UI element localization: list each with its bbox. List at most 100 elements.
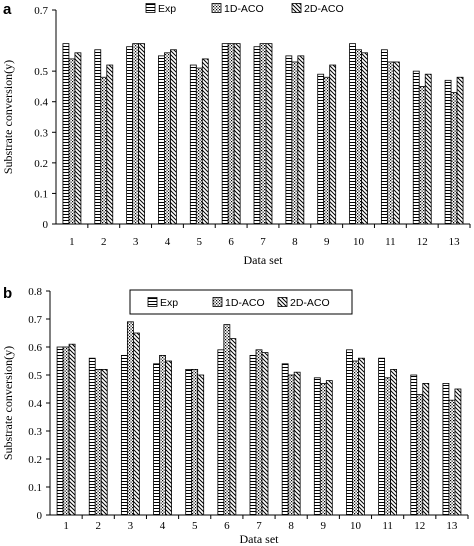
bar-dots-8 bbox=[291, 61, 299, 225]
bar-dots-11 bbox=[384, 377, 392, 516]
legend-label: 2D-ACO bbox=[304, 3, 344, 15]
bar-hlines-7 bbox=[249, 354, 257, 516]
bar-diag-4 bbox=[165, 360, 172, 516]
legend-swatch-diag bbox=[277, 297, 288, 307]
y-tick-label: 0.5 bbox=[34, 66, 48, 78]
x-tick-label: 3 bbox=[128, 520, 134, 532]
y-tick-label: 0.4 bbox=[34, 97, 48, 109]
x-tick-label: 2 bbox=[95, 520, 101, 532]
bar-hlines-12 bbox=[410, 374, 418, 516]
bar-hlines-10 bbox=[346, 349, 353, 516]
bar-hlines-9 bbox=[313, 377, 321, 516]
bar-dots-3 bbox=[132, 43, 140, 225]
x-tick-label: 1 bbox=[69, 236, 75, 248]
bar-dots-13 bbox=[448, 399, 456, 516]
bar-hlines-3 bbox=[126, 46, 134, 225]
y-tick-label: 0.4 bbox=[28, 398, 42, 410]
bar-hlines-8 bbox=[281, 363, 289, 516]
y-axis-title: Substrate conversion(y) bbox=[1, 60, 15, 174]
x-axis-title: Data set bbox=[240, 532, 280, 546]
bar-diag-1 bbox=[74, 52, 82, 225]
bar-dots-5 bbox=[191, 368, 199, 516]
bar-dots-7 bbox=[259, 43, 267, 225]
bar-diag-8 bbox=[297, 55, 305, 225]
panel-label-b: b bbox=[3, 285, 13, 302]
legend-swatch-hlines bbox=[145, 3, 156, 13]
bar-hlines-5 bbox=[185, 368, 193, 516]
bar-diag-5 bbox=[201, 58, 209, 225]
bar-diag-8 bbox=[293, 371, 301, 516]
bar-hlines-11 bbox=[378, 357, 386, 516]
x-tick-label: 4 bbox=[165, 236, 171, 248]
x-tick-label: 2 bbox=[101, 236, 107, 248]
bar-diag-13 bbox=[454, 388, 462, 516]
bar-dots-13 bbox=[450, 92, 458, 225]
y-tick-label: 0.2 bbox=[28, 454, 42, 466]
bar-hlines-2 bbox=[88, 357, 96, 516]
y-tick-label: 0.1 bbox=[28, 482, 42, 494]
bar-diag-6 bbox=[229, 338, 237, 516]
x-tick-label: 8 bbox=[288, 520, 294, 532]
y-tick-label: 0.7 bbox=[28, 314, 42, 326]
y-tick-label: 0.6 bbox=[28, 342, 42, 354]
y-tick-label: 0.3 bbox=[34, 127, 48, 139]
y-tick-label: 0.1 bbox=[34, 188, 48, 200]
bar-diag-10 bbox=[358, 357, 365, 516]
x-tick-label: 1 bbox=[63, 520, 69, 532]
x-tick-label: 7 bbox=[256, 520, 262, 532]
y-tick-label: 0.3 bbox=[28, 426, 42, 438]
bar-dots-4 bbox=[164, 52, 171, 225]
bar-dots-3 bbox=[126, 321, 134, 516]
x-tick-label: 13 bbox=[449, 236, 461, 248]
x-tick-label: 7 bbox=[260, 236, 266, 248]
chart-panel-a: 00.10.20.30.40.50.71 2 3 4 5 6 7 8 9 10 11 12 13Data… bbox=[1, 3, 471, 267]
bar-dots-5 bbox=[195, 67, 203, 225]
x-tick-label: 12 bbox=[414, 520, 425, 532]
bar-hlines-4 bbox=[153, 363, 160, 516]
legend-label: 1D-ACO bbox=[224, 3, 264, 15]
bar-dots-1 bbox=[68, 58, 76, 225]
bar-dots-10 bbox=[352, 360, 359, 516]
x-tick-label: 9 bbox=[321, 520, 327, 532]
legend-swatch-hlines bbox=[147, 297, 158, 307]
bar-diag-4 bbox=[170, 49, 177, 225]
x-tick-label: 6 bbox=[228, 236, 234, 248]
x-tick-label: 10 bbox=[353, 236, 365, 248]
bar-diag-11 bbox=[390, 368, 398, 516]
bar-hlines-5 bbox=[189, 64, 197, 225]
legend-box bbox=[129, 289, 353, 315]
y-tick-label: 0.8 bbox=[28, 286, 42, 298]
y-tick-label: 0 bbox=[37, 510, 43, 522]
bar-hlines-9 bbox=[317, 73, 325, 225]
chart-panel-b: 00.10.20.30.40.50.60.70.81 2 3 4 5 6 7 8 9 10 11 12… bbox=[1, 286, 469, 546]
bar-dots-4 bbox=[159, 354, 166, 516]
x-tick-label: 5 bbox=[197, 236, 203, 248]
x-tick-label: 4 bbox=[160, 520, 166, 532]
y-tick-label: 0.2 bbox=[34, 158, 48, 170]
y-tick-label: 0 bbox=[43, 219, 49, 231]
bar-hlines-13 bbox=[444, 79, 452, 225]
x-tick-label: 10 bbox=[350, 520, 362, 532]
bar-dots-7 bbox=[255, 349, 263, 516]
bar-diag-1 bbox=[68, 343, 76, 516]
x-tick-label: 8 bbox=[292, 236, 298, 248]
bar-hlines-8 bbox=[285, 55, 293, 225]
bar-hlines-12 bbox=[412, 70, 420, 225]
bar-diag-13 bbox=[456, 76, 464, 225]
bar-hlines-10 bbox=[349, 43, 356, 225]
panel-label-a: a bbox=[3, 1, 12, 18]
bar-diag-6 bbox=[233, 43, 241, 225]
bar-hlines-2 bbox=[94, 49, 102, 225]
bar-hlines-6 bbox=[217, 349, 225, 516]
x-axis-title: Data set bbox=[244, 253, 284, 267]
bar-diag-11 bbox=[392, 61, 400, 225]
bar-diag-12 bbox=[422, 382, 430, 516]
bar-dots-2 bbox=[100, 76, 108, 225]
bar-diag-7 bbox=[265, 43, 273, 225]
legend-swatch-dots bbox=[211, 3, 222, 13]
bar-dots-6 bbox=[227, 43, 235, 225]
bar-dots-12 bbox=[418, 86, 426, 225]
x-tick-label: 6 bbox=[224, 520, 230, 532]
legend-label: 1D-ACO bbox=[225, 297, 265, 309]
x-tick-label: 12 bbox=[417, 236, 428, 248]
